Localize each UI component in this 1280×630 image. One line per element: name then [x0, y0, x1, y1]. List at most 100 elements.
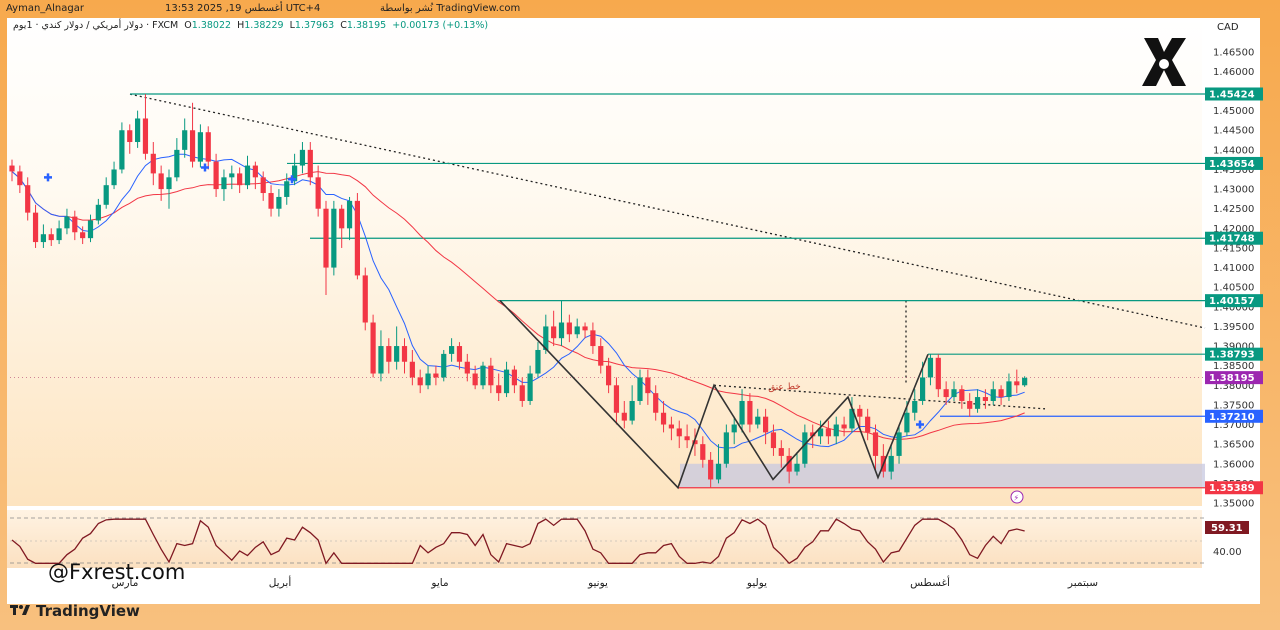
candle: [268, 193, 274, 209]
res-3-tag-label: 1.41748: [1209, 234, 1255, 245]
candle: [990, 389, 996, 401]
candle: [959, 389, 965, 401]
candle: [80, 232, 86, 239]
candle: [668, 424, 674, 429]
candle: [378, 346, 384, 374]
candle: [370, 322, 376, 374]
candle: [715, 463, 722, 480]
y-tick-label: 1.36000: [1213, 459, 1254, 470]
y-tick-label: 1.46500: [1213, 47, 1254, 58]
res-2-tag: [1205, 156, 1263, 170]
res-1-tag-label: 1.45424: [1209, 89, 1255, 100]
candle: [142, 118, 149, 154]
candle: [763, 416, 769, 433]
candle: [472, 373, 478, 386]
fxrest-logo-icon: [1142, 38, 1186, 86]
cross-marker-icon: [44, 173, 52, 182]
candle: [527, 373, 533, 401]
fast-moving-average: [11, 153, 1025, 449]
candle: [810, 432, 816, 437]
res-2-tag-label: 1.43654: [1209, 159, 1255, 170]
support-tag: [1205, 409, 1263, 423]
currency-label[interactable]: CAD: [1217, 22, 1239, 33]
candle: [433, 373, 439, 378]
pattern-zigzag: [499, 299, 929, 490]
symbol-label[interactable]: دولار أمريكي / دولار كندي · 1يوم · FXCM: [13, 20, 179, 31]
candle: [904, 412, 910, 433]
candle: [511, 369, 517, 386]
candle: [72, 216, 78, 233]
y-tick-label: 1.38000: [1213, 381, 1254, 392]
candle: [95, 204, 101, 221]
published-by: نُشر بواسطة TradingView.com: [380, 3, 521, 14]
candle: [150, 153, 156, 174]
candle: [967, 400, 973, 409]
candle: [213, 161, 219, 190]
candle: [237, 173, 243, 186]
y-tick-label: 1.40500: [1213, 283, 1254, 294]
candle: [598, 346, 604, 366]
candle: [1022, 377, 1028, 386]
candle: [9, 165, 15, 172]
price-pane[interactable]: [7, 18, 1202, 506]
candle: [174, 149, 180, 178]
candle: [488, 365, 494, 386]
candle: [888, 455, 894, 472]
change-value: +0.00173 (+0.13%): [392, 20, 489, 31]
top-bar: Ayman_Alnagar 13:53 2025 ,19 أغسطس UTC+4…: [0, 0, 1280, 18]
cross-marker-icon: [916, 420, 924, 429]
candle: [417, 377, 423, 386]
candle: [660, 412, 667, 425]
candle: [17, 171, 23, 186]
y-tick-label: 1.39000: [1213, 342, 1254, 353]
candle: [849, 408, 855, 429]
candle: [32, 212, 39, 243]
candle: [613, 385, 620, 413]
last-price-tag-label: 1.38195: [1209, 373, 1255, 384]
res-4-tag-label: 1.40157: [1209, 296, 1255, 307]
candle: [935, 357, 941, 390]
lightning-icon: [1010, 490, 1024, 504]
candle: [896, 432, 902, 456]
cross-marker-icon: [201, 163, 209, 172]
res-3-tag: [1205, 231, 1263, 245]
rsi-value-label: 59.31: [1211, 523, 1243, 534]
candle: [119, 130, 125, 170]
candle: [747, 400, 753, 425]
candle: [386, 346, 392, 362]
chart-panel: [7, 18, 1260, 604]
lightning-glyph: ⚡: [1014, 494, 1020, 503]
cross-marker-icon: [288, 175, 296, 184]
slow-moving-average: [11, 171, 1025, 440]
candle: [653, 393, 659, 413]
candle: [87, 220, 94, 239]
x-tick-label: سبتمبر: [1067, 577, 1098, 589]
y-tick-label: 1.43000: [1213, 185, 1254, 196]
y-tick-label: 1.37500: [1213, 400, 1254, 411]
candle: [299, 149, 306, 166]
candle: [755, 416, 761, 425]
res-1-tag: [1205, 87, 1263, 101]
candle: [189, 130, 196, 162]
y-tick-label: 1.38500: [1213, 361, 1254, 372]
candle: [551, 326, 557, 339]
candle: [260, 177, 266, 194]
candle: [441, 353, 447, 378]
author-name[interactable]: Ayman_Alnagar: [6, 3, 84, 14]
watermark-handle: @Fxrest.com: [48, 560, 186, 584]
y-tick-label: 1.36500: [1213, 440, 1254, 451]
candle: [857, 408, 863, 417]
candle: [700, 444, 706, 460]
rsi-level-label: 40.00: [1213, 547, 1242, 558]
candle: [158, 173, 164, 190]
bottom-tag: [1205, 481, 1263, 495]
x-tick-label: يونيو: [587, 577, 608, 589]
rsi-line: [11, 518, 1025, 565]
candle: [307, 149, 313, 178]
tradingview-logo[interactable]: TradingView: [10, 602, 140, 620]
candle: [229, 173, 235, 178]
candle: [912, 400, 918, 413]
y-tick-label: 1.41500: [1213, 243, 1254, 254]
y-tick-label: 1.44500: [1213, 126, 1254, 137]
